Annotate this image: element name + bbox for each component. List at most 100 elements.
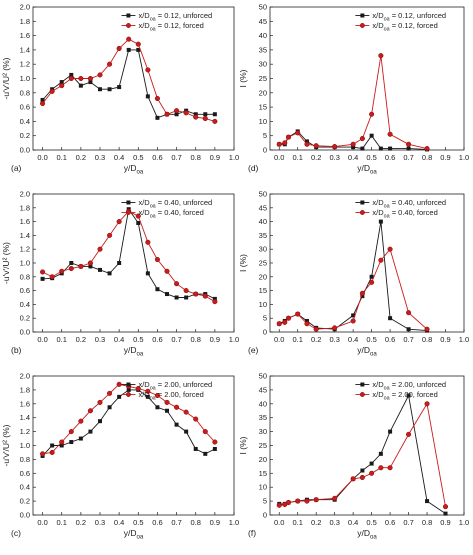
data-point-forced — [282, 319, 288, 325]
y-tick-label: 0.0 — [20, 328, 30, 337]
data-point-unforced — [369, 133, 374, 138]
data-point-forced — [332, 495, 338, 501]
data-point-forced — [40, 269, 46, 275]
data-point-forced — [350, 476, 356, 482]
data-point-unforced — [155, 287, 160, 292]
x-tick-label: 1.0 — [459, 153, 469, 162]
data-point-forced — [174, 108, 180, 114]
legend-marker-unforced — [360, 200, 365, 205]
series-line-forced — [42, 210, 216, 302]
data-point-forced — [350, 141, 356, 147]
y-tick-label: 50 — [259, 3, 267, 12]
data-point-forced — [107, 390, 113, 396]
y-tick-label: 2.0 — [20, 372, 30, 381]
x-tick-label: 0.3 — [329, 153, 339, 162]
x-tick-label: 0.2 — [311, 518, 321, 527]
y-tick-label: 1.6 — [20, 399, 30, 408]
panel-label: (c) — [11, 528, 21, 538]
x-tick-label: 1.0 — [229, 335, 239, 344]
data-point-forced — [107, 232, 113, 238]
x-tick-label: 0.7 — [403, 518, 413, 527]
data-point-forced — [359, 290, 365, 296]
data-point-forced — [164, 111, 170, 117]
data-point-forced — [313, 326, 319, 332]
data-point-forced — [183, 110, 189, 116]
legend-label: x/Doa = 2.00, unforced — [372, 380, 446, 391]
data-point-forced — [59, 439, 65, 445]
y-tick-label: 0.8 — [20, 272, 30, 281]
legend-marker-unforced — [126, 13, 131, 18]
x-tick-label: 0.8 — [190, 335, 200, 344]
y-tick-label: 5 — [263, 497, 267, 506]
data-point-forced — [116, 219, 122, 225]
data-point-unforced — [117, 394, 122, 399]
data-point-forced — [164, 399, 170, 405]
x-tick-label: 0.2 — [76, 335, 86, 344]
y-tick-label: 0.6 — [20, 286, 30, 295]
y-tick-label: 45 — [259, 17, 267, 26]
data-point-forced — [145, 388, 151, 394]
x-tick-label: 0.4 — [348, 153, 358, 162]
data-point-forced — [78, 75, 84, 82]
data-point-unforced — [203, 112, 208, 117]
x-tick-label: 0.4 — [114, 518, 124, 527]
series-line-forced — [279, 55, 428, 150]
data-point-unforced — [50, 443, 55, 448]
x-tick-label: 0.8 — [190, 153, 200, 162]
data-point-unforced — [136, 47, 141, 52]
y-tick-label: 0.2 — [20, 314, 30, 323]
data-point-unforced — [388, 316, 393, 321]
data-point-forced — [154, 392, 160, 399]
data-point-forced — [304, 498, 310, 504]
y-tick-label: 1.6 — [20, 217, 30, 226]
legend-marker-unforced — [126, 200, 131, 205]
legend-label: x/Doa = 0.12, forced — [372, 21, 437, 32]
data-point-unforced — [184, 295, 189, 300]
panel-c: 0.0 0.1 0.2 0.3 0.4 0.5 0.6 0.7 0.8 0.9 1.0 0.0 0.2 0… — [1, 372, 239, 541]
data-point-unforced — [78, 83, 83, 88]
y-tick-label: 45 — [259, 203, 267, 212]
y-tick-label: 35 — [259, 45, 267, 54]
data-point-unforced — [360, 294, 365, 299]
data-point-unforced — [378, 219, 383, 224]
x-tick-label: 0.0 — [274, 153, 284, 162]
x-tick-label: 0.9 — [210, 335, 220, 344]
x-tick-label: 0.2 — [311, 335, 321, 344]
data-point-forced — [135, 41, 141, 47]
data-point-unforced — [360, 146, 365, 151]
y-tick-label: 50 — [259, 372, 267, 381]
y-tick-label: 0.8 — [20, 88, 30, 97]
data-point-unforced — [88, 264, 93, 269]
x-tick-label: 0.8 — [190, 518, 200, 527]
data-point-forced — [313, 143, 319, 149]
x-tick-label: 0.5 — [366, 335, 376, 344]
y-tick-label: 0.4 — [20, 300, 30, 309]
y-tick-label: 40 — [259, 399, 267, 408]
x-tick-label: 0.0 — [37, 518, 47, 527]
legend-label: x/Doa = 2.00, forced — [372, 390, 437, 401]
data-point-unforced — [212, 112, 217, 117]
legend-label: x/Doa = 0.12, unforced — [138, 11, 212, 22]
data-point-unforced — [174, 295, 179, 300]
y-axis-label-text: I (%) — [238, 69, 248, 87]
x-tick-label: 0.6 — [152, 335, 162, 344]
panel-label: (d) — [248, 163, 259, 173]
y-axis-label: I (%) — [238, 69, 248, 87]
data-point-unforced — [98, 419, 102, 424]
y-tick-label: 10 — [259, 300, 267, 309]
data-point-forced — [378, 257, 384, 263]
data-point-forced — [68, 265, 74, 272]
x-tick-label: 0.3 — [329, 335, 339, 344]
x-tick-label: 0.1 — [292, 335, 302, 344]
y-tick-label: 10 — [259, 117, 267, 126]
x-tick-label: 0.2 — [311, 153, 321, 162]
y-axis-label-text: -u'v'/U² (%) — [1, 424, 11, 466]
y-tick-label: 1.6 — [20, 31, 30, 40]
data-point-forced — [304, 321, 310, 327]
data-point-forced — [212, 299, 218, 305]
data-point-forced — [212, 118, 218, 124]
data-point-unforced — [155, 115, 160, 120]
x-tick-label: 0.1 — [292, 518, 302, 527]
data-point-forced — [97, 72, 103, 78]
